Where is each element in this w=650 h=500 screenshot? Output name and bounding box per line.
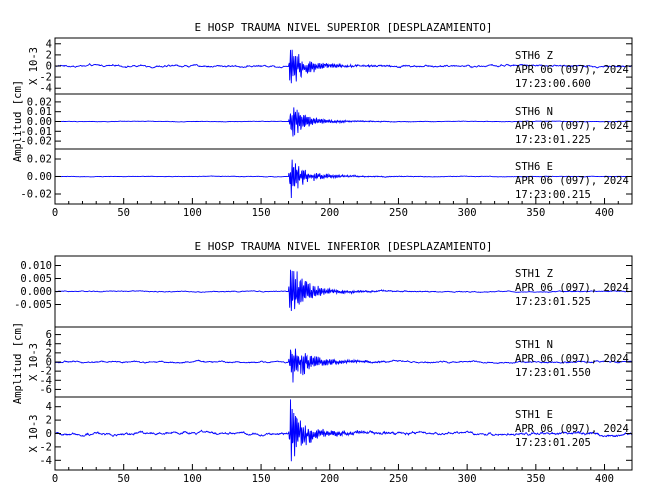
waveform-series	[55, 159, 632, 198]
y-tick-label: 2	[46, 49, 52, 61]
x-tick-label: 0	[52, 207, 58, 219]
waveform-series	[55, 107, 632, 137]
y-tick-label: 0.02	[27, 96, 52, 108]
y-tick-label: 4	[46, 401, 52, 413]
y-tick-label: -4	[39, 375, 52, 387]
x-tick-label: 150	[252, 473, 271, 485]
y-tick-label: 0.00	[27, 171, 52, 183]
channel-label: STH6 Z	[515, 50, 553, 62]
y-scale-label: X 10-3	[28, 343, 40, 381]
y-tick-label: -0.02	[20, 189, 52, 201]
x-tick-label: 100	[183, 473, 202, 485]
y-tick-label: 0	[46, 428, 52, 440]
y-tick-label: 0.01	[27, 106, 52, 118]
x-tick-label: 150	[252, 207, 271, 219]
channel-label: STH6 N	[515, 106, 553, 118]
x-tick-label: 400	[595, 473, 614, 485]
y-tick-label: -6	[39, 384, 52, 396]
date-label: APR 06 (097), 2024	[515, 353, 629, 365]
x-tick-label: 400	[595, 207, 614, 219]
x-tick-label: 300	[458, 473, 477, 485]
channel-label: STH1 N	[515, 339, 553, 351]
time-label: 17:23:01.525	[515, 296, 591, 308]
y-tick-label: 0.00	[27, 116, 52, 128]
y-tick-label: 0.000	[20, 286, 52, 298]
chart-title: E HOSP TRAUMA NIVEL SUPERIOR [DESPLAZAMI…	[194, 21, 492, 34]
x-tick-label: 350	[526, 473, 545, 485]
date-label: APR 06 (097), 2024	[515, 282, 629, 294]
y-tick-label: 2	[46, 415, 52, 427]
y-tick-label: -0.01	[20, 126, 52, 138]
y-tick-label: 0	[46, 61, 52, 73]
channel-label: STH1 Z	[515, 268, 553, 280]
waveform-series	[55, 348, 632, 383]
date-label: APR 06 (097), 2024	[515, 423, 629, 435]
y-tick-label: -0.02	[20, 136, 52, 148]
time-label: 17:23:01.550	[515, 367, 591, 379]
x-tick-label: 200	[320, 207, 339, 219]
x-tick-label: 200	[320, 473, 339, 485]
y-tick-label: -0.005	[14, 299, 52, 311]
channel-label: STH6 E	[515, 161, 553, 173]
time-label: 17:23:00.600	[515, 78, 591, 90]
y-tick-label: -2	[39, 441, 52, 453]
date-label: APR 06 (097), 2024	[515, 64, 629, 76]
chart-title: E HOSP TRAUMA NIVEL INFERIOR [DESPLAZAMI…	[194, 240, 492, 253]
y-tick-label: 0.02	[27, 154, 52, 166]
y-scale-label: X 10-3	[28, 415, 40, 453]
y-tick-label: 0	[46, 357, 52, 369]
waveform-series	[55, 399, 632, 462]
y-tick-label: -4	[39, 83, 52, 95]
time-label: 17:23:00.215	[515, 189, 591, 201]
x-tick-label: 0	[52, 473, 58, 485]
waveform-series	[55, 49, 632, 84]
y-tick-label: 0.005	[20, 273, 52, 285]
y-tick-label: 0.010	[20, 260, 52, 272]
channel-label: STH1 E	[515, 409, 553, 421]
date-label: APR 06 (097), 2024	[515, 175, 629, 187]
time-label: 17:23:01.225	[515, 134, 591, 146]
x-tick-label: 350	[526, 207, 545, 219]
x-tick-label: 50	[117, 207, 130, 219]
date-label: APR 06 (097), 2024	[515, 120, 629, 132]
x-tick-label: 50	[117, 473, 130, 485]
x-tick-label: 100	[183, 207, 202, 219]
y-tick-label: 4	[46, 38, 52, 50]
y-tick-label: -4	[39, 455, 52, 467]
y-tick-label: -2	[39, 72, 52, 84]
time-label: 17:23:01.205	[515, 437, 591, 449]
y-tick-label: 2	[46, 347, 52, 359]
x-tick-label: 250	[389, 473, 408, 485]
x-tick-label: 250	[389, 207, 408, 219]
x-tick-label: 300	[458, 207, 477, 219]
y-tick-label: 4	[46, 338, 52, 350]
y-tick-label: 6	[46, 329, 52, 341]
waveform-series	[55, 269, 632, 312]
y-scale-label: X 10-3	[28, 47, 40, 85]
y-tick-label: -2	[39, 366, 52, 378]
y-axis-label: Amplitud [cm]	[12, 80, 24, 162]
y-axis-label: Amplitud [cm]	[12, 322, 24, 404]
